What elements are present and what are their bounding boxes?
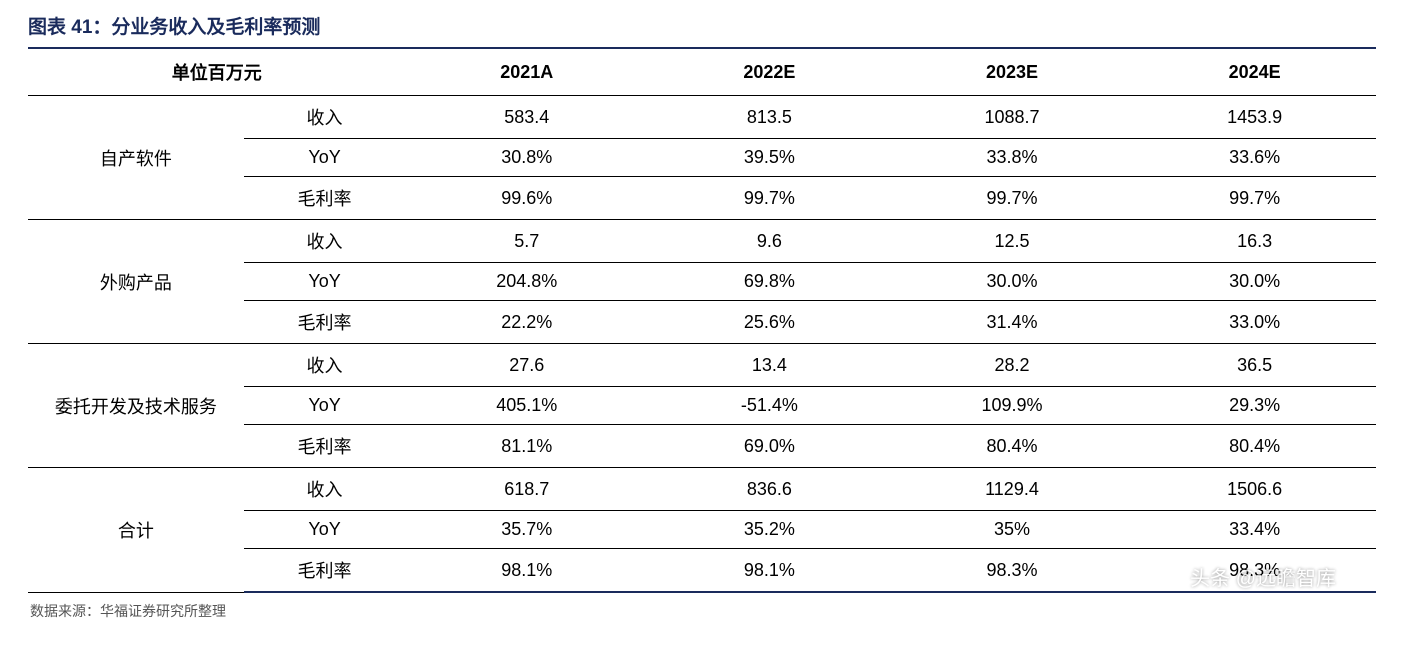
category-cell: 合计 <box>28 468 244 593</box>
value-cell: 33.4% <box>1133 511 1376 549</box>
metric-cell: 毛利率 <box>244 177 406 220</box>
value-cell: 22.2% <box>405 301 648 344</box>
value-cell: -51.4% <box>648 387 891 425</box>
year-header-3: 2024E <box>1133 49 1376 96</box>
value-cell: 30.8% <box>405 139 648 177</box>
source-note: 数据来源：华福证券研究所整理 <box>28 593 1376 621</box>
metric-cell: YoY <box>244 387 406 425</box>
value-cell: 98.1% <box>405 549 648 593</box>
category-cell: 自产软件 <box>28 96 244 220</box>
value-cell: 99.7% <box>648 177 891 220</box>
table-row: 外购产品收入5.79.612.516.3 <box>28 220 1376 263</box>
value-cell: 33.6% <box>1133 139 1376 177</box>
value-cell: 35.7% <box>405 511 648 549</box>
value-cell: 69.0% <box>648 425 891 468</box>
value-cell: 1453.9 <box>1133 96 1376 139</box>
value-cell: 5.7 <box>405 220 648 263</box>
value-cell: 99.6% <box>405 177 648 220</box>
value-cell: 583.4 <box>405 96 648 139</box>
table-row: 自产软件收入583.4813.51088.71453.9 <box>28 96 1376 139</box>
value-cell: 36.5 <box>1133 344 1376 387</box>
value-cell: 81.1% <box>405 425 648 468</box>
value-cell: 99.7% <box>1133 177 1376 220</box>
forecast-table: 单位百万元 2021A 2022E 2023E 2024E 自产软件收入583.… <box>28 49 1376 593</box>
table-header: 单位百万元 2021A 2022E 2023E 2024E <box>28 49 1376 96</box>
category-cell: 外购产品 <box>28 220 244 344</box>
category-cell: 委托开发及技术服务 <box>28 344 244 468</box>
table-body: 自产软件收入583.4813.51088.71453.9YoY30.8%39.5… <box>28 96 1376 593</box>
value-cell: 28.2 <box>891 344 1134 387</box>
table-container: 图表 41：分业务收入及毛利率预测 单位百万元 2021A 2022E 2023… <box>28 12 1376 621</box>
chart-title: 图表 41：分业务收入及毛利率预测 <box>28 12 1376 49</box>
value-cell: 99.7% <box>891 177 1134 220</box>
value-cell: 80.4% <box>891 425 1134 468</box>
value-cell: 30.0% <box>1133 263 1376 301</box>
value-cell: 29.3% <box>1133 387 1376 425</box>
year-header-0: 2021A <box>405 49 648 96</box>
table-row: 合计收入618.7836.61129.41506.6 <box>28 468 1376 511</box>
value-cell: 12.5 <box>891 220 1134 263</box>
value-cell: 1088.7 <box>891 96 1134 139</box>
value-cell: 9.6 <box>648 220 891 263</box>
value-cell: 35.2% <box>648 511 891 549</box>
value-cell: 39.5% <box>648 139 891 177</box>
value-cell: 813.5 <box>648 96 891 139</box>
value-cell: 1129.4 <box>891 468 1134 511</box>
year-header-1: 2022E <box>648 49 891 96</box>
value-cell: 35% <box>891 511 1134 549</box>
value-cell: 109.9% <box>891 387 1134 425</box>
metric-cell: YoY <box>244 511 406 549</box>
metric-cell: 毛利率 <box>244 425 406 468</box>
year-header-2: 2023E <box>891 49 1134 96</box>
value-cell: 13.4 <box>648 344 891 387</box>
value-cell: 25.6% <box>648 301 891 344</box>
value-cell: 618.7 <box>405 468 648 511</box>
metric-cell: YoY <box>244 139 406 177</box>
metric-cell: 收入 <box>244 468 406 511</box>
metric-cell: 收入 <box>244 220 406 263</box>
value-cell: 80.4% <box>1133 425 1376 468</box>
value-cell: 405.1% <box>405 387 648 425</box>
value-cell: 98.3% <box>891 549 1134 593</box>
metric-cell: 毛利率 <box>244 549 406 593</box>
value-cell: 27.6 <box>405 344 648 387</box>
metric-cell: YoY <box>244 263 406 301</box>
value-cell: 31.4% <box>891 301 1134 344</box>
value-cell: 33.0% <box>1133 301 1376 344</box>
value-cell: 98.3% <box>1133 549 1376 593</box>
value-cell: 204.8% <box>405 263 648 301</box>
metric-cell: 收入 <box>244 344 406 387</box>
metric-cell: 毛利率 <box>244 301 406 344</box>
metric-cell: 收入 <box>244 96 406 139</box>
table-row: 委托开发及技术服务收入27.613.428.236.5 <box>28 344 1376 387</box>
value-cell: 33.8% <box>891 139 1134 177</box>
value-cell: 16.3 <box>1133 220 1376 263</box>
unit-header: 单位百万元 <box>28 49 405 96</box>
value-cell: 1506.6 <box>1133 468 1376 511</box>
value-cell: 69.8% <box>648 263 891 301</box>
value-cell: 30.0% <box>891 263 1134 301</box>
value-cell: 98.1% <box>648 549 891 593</box>
value-cell: 836.6 <box>648 468 891 511</box>
